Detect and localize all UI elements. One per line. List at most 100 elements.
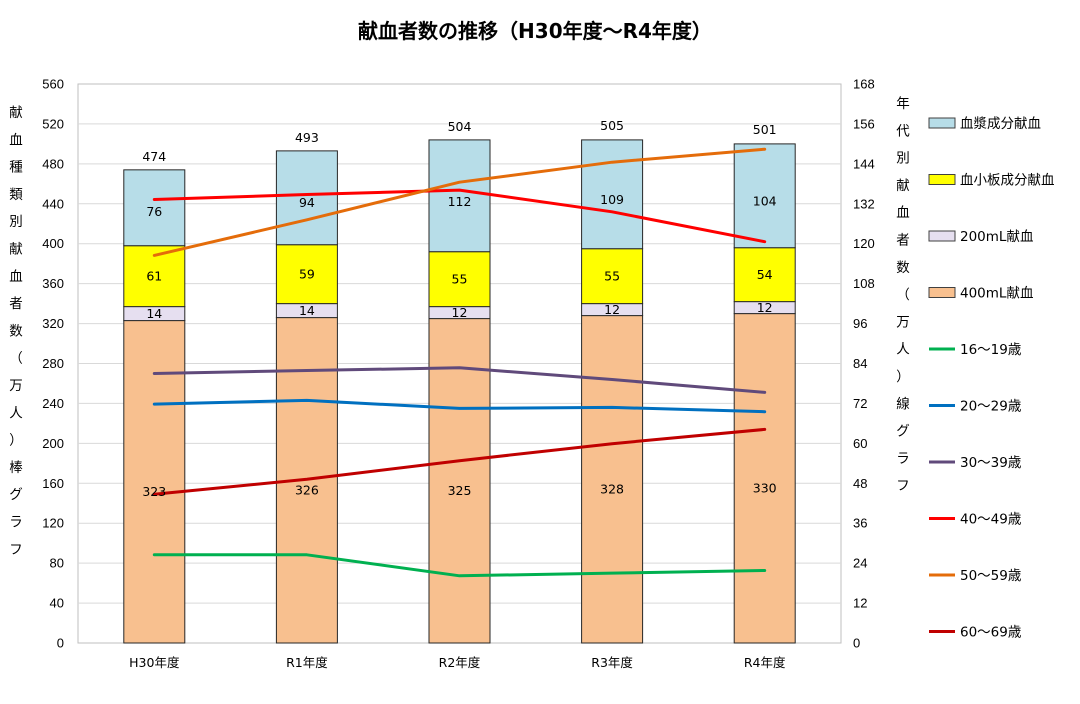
legend-label: 60～69歳 [960,625,1022,641]
axis-title-char: グ [896,424,910,440]
y-right-tick-label: 48 [853,476,867,491]
bar-segment [123,320,186,644]
y-right-tick-label: 168 [853,77,875,92]
bar-value-label: 109 [600,192,624,207]
bar-segment [733,313,796,644]
axis-title-char: （ [896,287,910,303]
axis-title-char: グ [9,487,23,503]
line-series [152,427,767,496]
axis-title-char: ） [896,369,910,385]
y-right-tick-label: 36 [853,516,867,531]
total-value-label: 501 [753,122,777,137]
bar-value-label: 104 [753,193,777,208]
bar-value-label: 330 [753,481,777,496]
line-series [152,188,767,244]
axes: 0 0 40 12 80 24 120 36 160 48 200 60 240 72 280 84 320 96… [9,77,910,671]
line-series [152,147,767,257]
x-tick-label: R1年度 [286,655,328,670]
bar-value-label: 12 [452,305,468,320]
bar-segment [428,251,491,308]
y-left-tick-label: 360 [42,276,64,291]
axis-title-char: 献 [896,178,910,194]
axis-title-char: 数 [9,323,23,339]
axis-title-char: 万 [9,378,23,394]
bar-value-label: 59 [299,267,315,282]
bar-segment [733,247,796,303]
bar-segment [275,244,338,305]
x-tick-label: R4年度 [744,655,786,670]
y-left-tick-label: 440 [42,196,64,211]
bar-segment [581,248,644,305]
axis-title-char: 者 [896,233,910,249]
y-right-tick-label: 96 [853,316,867,331]
x-tick-label: R2年度 [439,655,481,670]
y-left-tick-label: 400 [42,236,64,251]
axis-title-char: 血 [9,269,23,285]
bar-value-label: 54 [757,267,773,282]
axis-title-char: 棒 [9,460,23,476]
y-left-tick-label: 0 [57,636,64,651]
bar-value-label: 94 [299,195,315,210]
bar-value-label: 112 [448,194,472,209]
bar-value-label: 12 [604,302,620,317]
legend-label: 200mL献血 [960,229,1033,245]
axis-title-char: ラ [9,515,23,531]
total-value-label: 474 [142,149,166,164]
axis-title-char: 人 [9,405,23,421]
legend-label: 20～29歳 [960,399,1022,415]
y-right-tick-label: 60 [853,436,867,451]
bar-value-label: 61 [146,269,162,284]
y-left-tick-label: 80 [50,556,64,571]
y-right-tick-label: 144 [853,156,875,171]
bar-value-label: 14 [146,306,162,321]
legend-label: 16～19歳 [960,342,1022,358]
y-left-tick-label: 280 [42,356,64,371]
bar-value-label: 325 [448,483,472,498]
y-right-tick-label: 84 [853,356,867,371]
bar-value-label: 12 [757,300,773,315]
bar-value-label: 326 [295,483,319,498]
y-left-tick-label: 240 [42,396,64,411]
bar-value-label: 55 [452,272,468,287]
axis-title-char: 線 [896,396,910,412]
total-value-label: 493 [295,130,319,145]
legend-swatch [928,174,956,185]
legend-label: 血小板成分献血 [960,173,1055,189]
y-right-tick-label: 120 [853,236,875,251]
y-left-tick-label: 480 [42,156,64,171]
axis-title-char: （ [9,351,23,367]
bar-segment [123,169,186,247]
y-left-tick-label: 200 [42,436,64,451]
legend-label: 30～39歳 [960,455,1022,471]
lines [152,147,767,578]
bar-segment [275,150,338,246]
total-value-label: 505 [600,118,624,133]
legend-label: 血漿成分献血 [960,116,1041,132]
bar-segment [428,318,491,644]
y-left-tick-label: 160 [42,476,64,491]
y-left-tick-label: 560 [42,77,64,92]
y-right-tick-label: 72 [853,396,867,411]
y-left-tick-label: 520 [42,116,64,131]
axis-title-char: 献 [9,242,23,258]
axis-title-char: 万 [896,314,910,330]
axis-title-char: 数 [896,260,910,276]
axis-title-char: フ [896,478,910,494]
data-labels: 323 14 61 76 474 326 14 59 94 493 325 12 55 112 504 328… [142,118,776,499]
bar-segment [733,143,796,249]
y-right-tick-label: 108 [853,276,875,291]
line-series [152,366,767,394]
bar-value-label: 328 [600,482,624,497]
total-value-label: 504 [448,119,472,134]
y-right-tick-label: 0 [853,636,860,651]
legend-swatch [928,117,956,129]
legend-label: 400mL献血 [960,286,1033,302]
legend-swatch [928,287,956,298]
axis-title-char: ） [9,433,23,449]
line-series [152,398,767,414]
axis-title-char: 献 [9,105,23,121]
